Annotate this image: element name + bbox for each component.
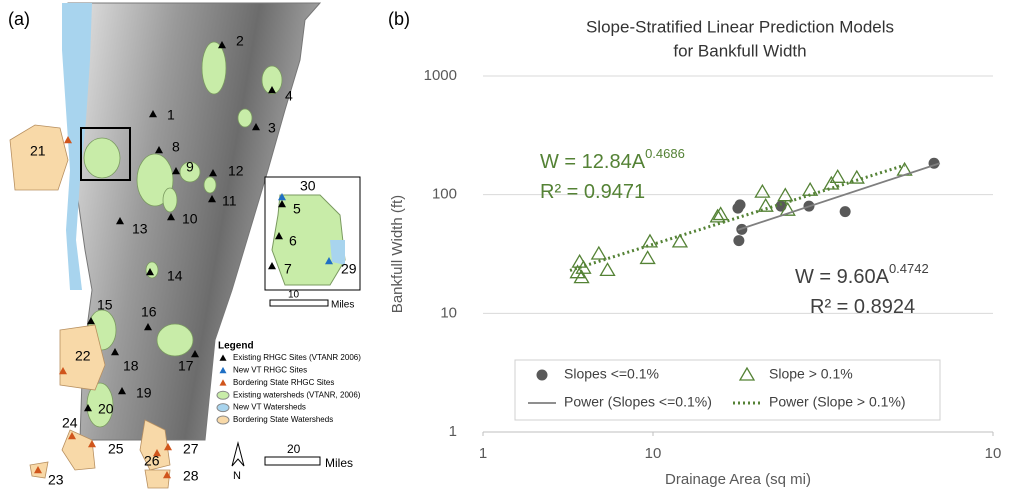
annotation-text: R² = 0.9471 <box>540 181 645 203</box>
inset-scale-value: 10 <box>288 290 300 301</box>
inset-scale-bar <box>270 300 328 306</box>
legend-marker <box>220 355 227 361</box>
legend-swatch <box>217 416 229 424</box>
legend-swatch <box>217 404 229 412</box>
y-axis-label: Bankfull Width (ft) <box>389 195 406 313</box>
point <box>840 206 851 217</box>
y-tick-label: 10 <box>440 304 457 321</box>
chart: (b) Slope-Stratified Linear Prediction M… <box>388 9 1001 488</box>
site-label: 26 <box>144 453 160 469</box>
annotation-superscript: 0.4742 <box>889 261 929 276</box>
annotation-text: W = 9.60A <box>795 266 890 288</box>
site-label: 23 <box>48 472 64 488</box>
annotation: R² = 0.8924 <box>810 296 915 318</box>
point <box>592 247 606 259</box>
point <box>824 177 838 189</box>
legend-marker <box>220 379 227 385</box>
site-label: 28 <box>183 468 199 484</box>
chart-title: for Bankfull Width <box>673 41 806 60</box>
legend-label: Power (Slope > 0.1%) <box>769 394 906 410</box>
figure: (a) 10 Miles Legend 20 Miles <box>0 0 1017 491</box>
site-label: 12 <box>228 163 244 179</box>
north-arrow <box>232 443 244 466</box>
scale-value: 20 <box>287 442 301 456</box>
site-label: 1 <box>167 107 175 123</box>
annotation-superscript: 0.4686 <box>645 146 685 161</box>
inset-scale-unit: Miles <box>331 300 354 311</box>
site-label: 17 <box>178 358 194 374</box>
site-label: 25 <box>108 441 124 457</box>
legend-label: Slope > 0.1% <box>769 366 853 382</box>
site-label: 2 <box>236 33 244 49</box>
annotation-text: R² = 0.8924 <box>810 296 915 318</box>
site-label: 14 <box>167 268 183 284</box>
x-tick-label: 10 <box>985 445 1002 462</box>
north-label: N <box>233 470 241 482</box>
chart-title: Slope-Stratified Linear Prediction Model… <box>586 17 894 36</box>
legend-title: Legend <box>218 341 254 352</box>
x-tick-label: 10 <box>645 445 662 462</box>
scale-unit: Miles <box>325 456 353 470</box>
site-label: 7 <box>284 261 292 277</box>
annotation: R² = 0.9471 <box>540 181 645 203</box>
site-label: 9 <box>186 159 194 175</box>
legend-marker <box>220 367 227 373</box>
site-label: 29 <box>341 261 357 277</box>
y-tick-label: 1 <box>449 423 457 440</box>
point <box>735 199 746 210</box>
site-label: 18 <box>123 358 139 374</box>
scale-bar <box>265 457 320 465</box>
point <box>601 263 615 275</box>
annotation-text: W = 12.84A <box>540 151 646 173</box>
site-label: 16 <box>141 304 157 320</box>
site-label: 20 <box>98 401 114 417</box>
site-label: 21 <box>30 143 46 159</box>
panel-label: (a) <box>8 9 30 29</box>
legend-label: New VT RHGC Sites <box>233 366 307 375</box>
legend-label: New VT Watersheds <box>233 403 306 412</box>
site-label: 13 <box>132 221 148 237</box>
y-tick-label: 1000 <box>424 67 457 84</box>
point <box>643 235 657 247</box>
site-label: 30 <box>300 178 316 194</box>
legend-label: Power (Slopes <=0.1%) <box>564 394 712 410</box>
site-label: 3 <box>268 120 276 136</box>
site-label: 8 <box>172 139 180 155</box>
legend-swatch <box>217 391 229 399</box>
site-label: 5 <box>293 201 301 217</box>
legend-label: Existing watersheds (VTANR, 2006) <box>233 390 361 399</box>
x-axis-label: Drainage Area (sq mi) <box>665 471 811 488</box>
point <box>641 251 655 263</box>
legend-label: Bordering State Watersheds <box>233 415 333 424</box>
site-label: 4 <box>285 88 293 104</box>
site-label: 10 <box>182 211 198 227</box>
site-label: 19 <box>136 385 152 401</box>
legend-label: Bordering State RHGC Sites <box>233 378 334 387</box>
annotation: W = 12.84A0.4686 <box>540 146 685 173</box>
y-tick-label: 100 <box>432 186 457 203</box>
point <box>755 185 769 197</box>
point <box>733 235 744 246</box>
site-label: 15 <box>97 297 113 313</box>
point <box>537 370 548 381</box>
x-tick-label: 1 <box>479 445 487 462</box>
panel-label: (b) <box>388 9 410 29</box>
legend-label: Existing RHGC Sites (VTANR 2006) <box>233 353 361 362</box>
site-label: 27 <box>183 441 199 457</box>
site-label: 6 <box>289 233 297 249</box>
site-label: 22 <box>75 348 91 364</box>
site-label: 24 <box>62 415 78 431</box>
annotation: W = 9.60A0.4742 <box>795 261 929 288</box>
map: (a) 10 Miles Legend 20 Miles <box>8 3 361 488</box>
site-label: 11 <box>222 193 237 209</box>
legend-label: Slopes <=0.1% <box>564 366 659 382</box>
